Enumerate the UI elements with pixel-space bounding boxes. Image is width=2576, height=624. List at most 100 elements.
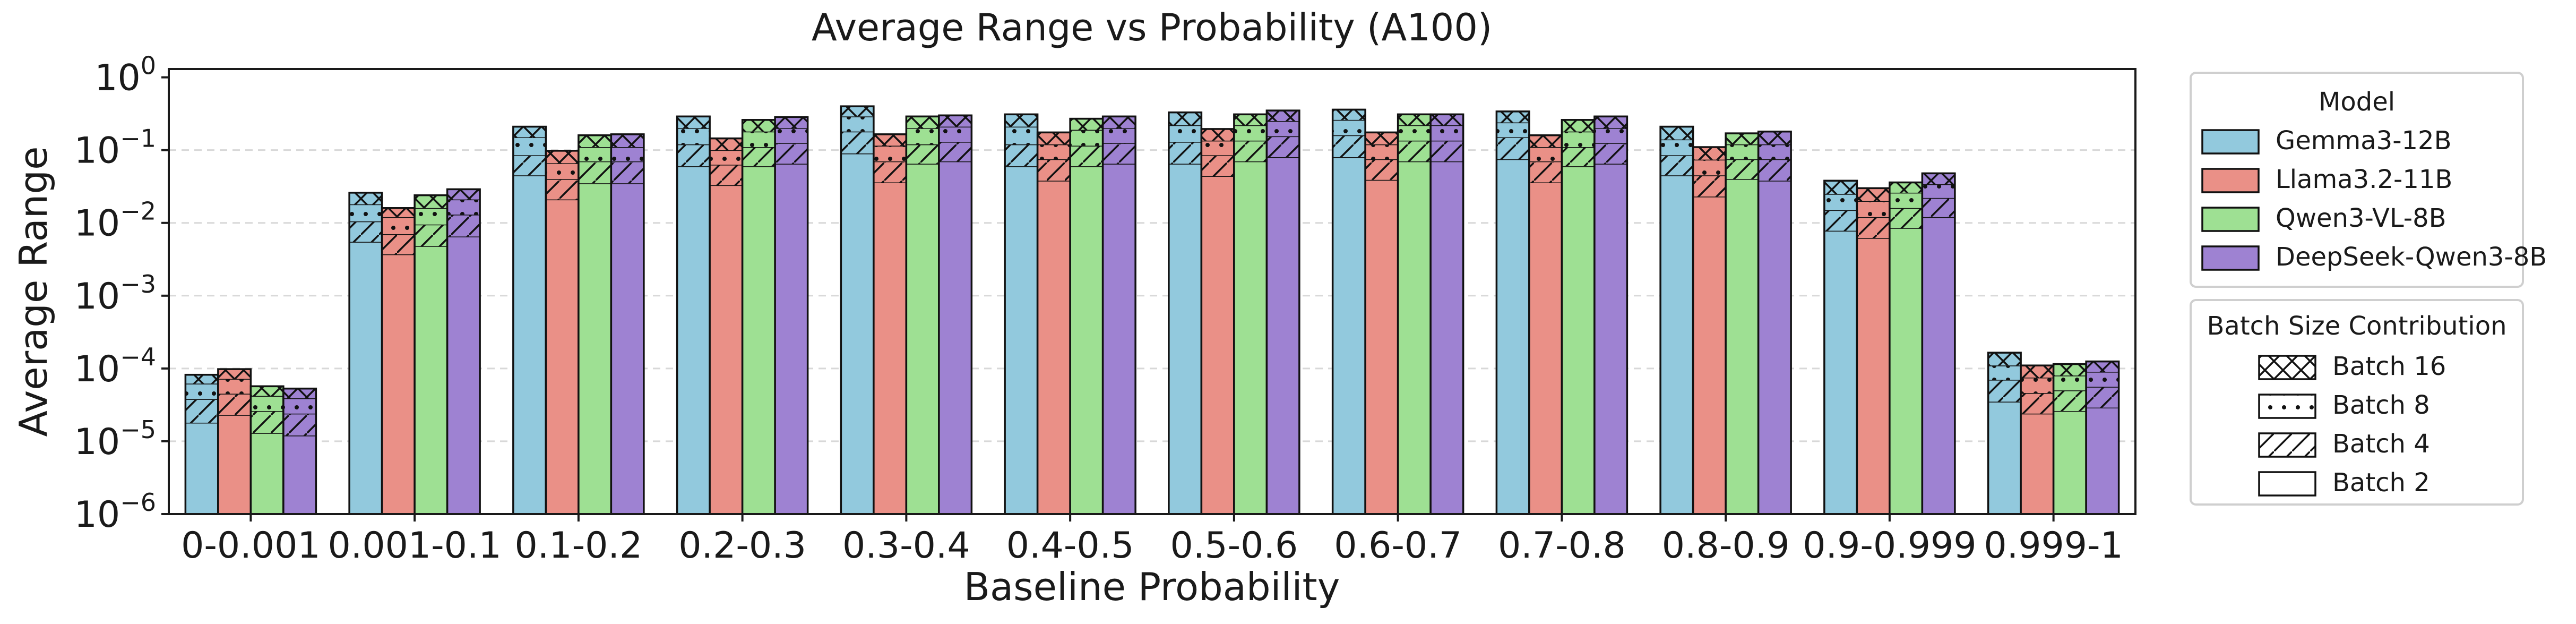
x-tick-label: 0.7-0.8 — [1498, 525, 1626, 567]
bar-hatch-batch-4 — [1037, 159, 1071, 181]
bar-hatch-batch-4 — [775, 143, 808, 164]
bar-hatch-batch-8 — [2053, 375, 2087, 391]
bar-segment-batch-2 — [2053, 411, 2087, 514]
bar-hatch-batch-4 — [938, 142, 972, 161]
bar-hatch-batch-8 — [513, 137, 546, 156]
bar-hatch-batch-4 — [1201, 155, 1234, 176]
bar-hatch-batch-4 — [1529, 161, 1562, 183]
bar-segment-batch-2 — [611, 183, 644, 515]
bar-hatch-batch-16 — [1758, 131, 1791, 144]
bar-hatch-batch-8 — [1037, 144, 1071, 159]
bar-segment-batch-2 — [1693, 196, 1726, 514]
batch-legend-label: Batch 8 — [2332, 390, 2430, 420]
bar-hatch-batch-4 — [251, 411, 283, 433]
bar-segment-batch-2 — [938, 161, 972, 514]
bar-segment-batch-2 — [677, 166, 710, 514]
bar-segment-batch-2 — [906, 164, 939, 514]
bar-segment-batch-2 — [1922, 217, 1955, 515]
x-tick-label: 0.8-0.9 — [1662, 525, 1790, 567]
bar-hatch-batch-8 — [1988, 365, 2021, 380]
bar-hatch-batch-16 — [415, 195, 447, 208]
bar-hatch-batch-4 — [1988, 380, 2021, 402]
x-axis-label: Baseline Probability — [964, 565, 1340, 609]
bar-hatch-batch-4 — [1758, 159, 1791, 181]
bar-hatch-batch-4 — [185, 399, 218, 423]
bar-hatch-batch-16 — [742, 119, 776, 132]
bar-hatch-batch-16 — [710, 138, 743, 150]
bar-hatch-batch-4 — [1431, 140, 1463, 161]
bar-hatch-batch-8 — [1332, 119, 1366, 135]
bar-hatch-batch-16 — [1824, 181, 1857, 194]
bar-hatch-batch-16 — [873, 134, 907, 146]
bar-hatch-batch-4 — [1824, 210, 1857, 231]
bar-hatch-batch-8 — [1660, 139, 1693, 156]
bar-segment-batch-2 — [546, 199, 579, 514]
bar-hatch-batch-8 — [2021, 377, 2054, 394]
bar-segment-batch-2 — [1594, 164, 1627, 514]
bar-hatch-batch-16 — [938, 115, 972, 127]
bar-hatch-batch-4 — [2053, 390, 2087, 412]
bar-hatch-batch-8 — [1234, 125, 1267, 141]
model-legend-label: Llama3.2-11B — [2276, 165, 2452, 194]
bar-segment-batch-2 — [218, 415, 251, 514]
model-legend-title: Model — [2319, 87, 2395, 117]
bar-segment-batch-2 — [1758, 181, 1791, 514]
batch-legend-title: Batch Size Contribution — [2207, 311, 2506, 341]
model-legend-swatch — [2201, 245, 2260, 271]
bar-hatch-batch-16 — [578, 135, 611, 148]
bar-hatch-batch-16 — [447, 189, 480, 200]
bar-hatch-batch-4 — [742, 147, 776, 167]
bar-hatch-batch-8 — [1365, 144, 1398, 159]
bar-segment-batch-2 — [1889, 228, 1923, 515]
bar-hatch-batch-8 — [349, 204, 382, 221]
bar-segment-batch-2 — [742, 166, 776, 514]
bar-hatch-batch-8 — [1562, 131, 1595, 148]
model-legend-label: Gemma3-12B — [2276, 126, 2452, 156]
model-legend-frame — [2190, 72, 2524, 288]
bar-segment-batch-2 — [1431, 161, 1463, 514]
bar-segment-batch-2 — [1201, 176, 1234, 514]
bar-hatch-batch-8 — [873, 146, 907, 161]
bar-hatch-batch-8 — [611, 147, 644, 161]
x-tick-label: 0.999-1 — [1984, 525, 2123, 567]
bar-hatch-batch-16 — [1660, 126, 1693, 140]
bar-segment-batch-2 — [873, 182, 907, 514]
bar-hatch-batch-16 — [1922, 173, 1955, 184]
bar-segment-batch-2 — [1857, 238, 1890, 514]
bar-hatch-batch-8 — [251, 396, 283, 412]
bar-hatch-batch-16 — [1070, 118, 1103, 130]
bar-hatch-batch-16 — [611, 134, 644, 148]
bar-segment-batch-2 — [1496, 159, 1529, 515]
bar-hatch-batch-8 — [1102, 128, 1136, 143]
bar-hatch-batch-16 — [841, 106, 874, 117]
x-tick-label: 0.5-0.6 — [1170, 525, 1298, 567]
bar-segment-batch-2 — [1824, 230, 1857, 514]
bar-segment-batch-2 — [1726, 179, 1759, 515]
bar-segment-batch-2 — [1102, 164, 1136, 514]
y-tick-label: 100 — [94, 52, 156, 99]
batch-legend: Batch Size Contribution Batch 16 Batch 8 B… — [2190, 299, 2524, 506]
bar-hatch-batch-16 — [775, 117, 808, 129]
bar-segment-batch-2 — [1267, 157, 1299, 514]
batch-legend-swatch-hatch — [2259, 395, 2315, 418]
bar-hatch-batch-16 — [1988, 353, 2021, 366]
y-tick-label: 10−6 — [74, 488, 156, 536]
x-tick-label: 0.1-0.2 — [514, 525, 642, 567]
model-legend-label: DeepSeek-Qwen3-8B — [2276, 242, 2547, 272]
model-legend-swatch — [2201, 207, 2260, 232]
bar-hatch-batch-16 — [2021, 365, 2054, 378]
bar-hatch-batch-4 — [218, 394, 251, 415]
bar-segment-batch-2 — [382, 254, 415, 514]
bar-hatch-batch-8 — [546, 163, 579, 179]
model-legend-swatch — [2201, 168, 2260, 193]
bar-segment-batch-2 — [775, 164, 808, 514]
bar-segment-batch-2 — [1070, 166, 1103, 514]
batch-legend-swatch-bg — [2259, 472, 2315, 495]
bar-hatch-batch-16 — [1234, 114, 1267, 125]
bar-hatch-batch-16 — [218, 369, 251, 379]
bar-hatch-batch-16 — [185, 374, 218, 384]
bar-hatch-batch-16 — [1037, 132, 1071, 144]
bar-hatch-batch-4 — [906, 144, 939, 164]
bar-hatch-batch-4 — [1168, 142, 1202, 164]
bar-hatch-batch-4 — [710, 165, 743, 185]
